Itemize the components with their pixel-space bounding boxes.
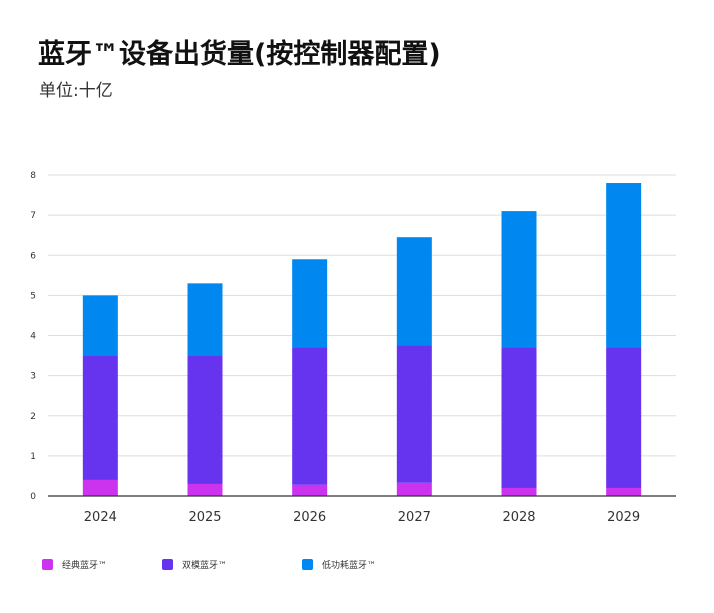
y-tick-label: 5 bbox=[30, 291, 36, 301]
y-tick-label: 7 bbox=[30, 211, 36, 221]
legend-swatch bbox=[42, 559, 53, 570]
x-tick-label: 2024 bbox=[84, 510, 117, 525]
x-tick-label: 2027 bbox=[398, 510, 431, 525]
chart-title: 蓝牙™设备出货量(按控制器配置) bbox=[38, 39, 441, 70]
y-tick-label: 0 bbox=[30, 492, 36, 502]
bar-segment bbox=[82, 295, 118, 356]
chart-subtitle: 单位:十亿 bbox=[39, 81, 113, 101]
legend-label: 低功耗蓝牙™ bbox=[322, 561, 377, 571]
bar-segment bbox=[396, 237, 432, 346]
bar-segment bbox=[606, 347, 642, 488]
bar-segment bbox=[606, 487, 642, 496]
x-tick-label: 2028 bbox=[502, 510, 535, 525]
x-tick-label: 2029 bbox=[607, 510, 640, 525]
legend-swatch bbox=[302, 559, 313, 570]
legend-item: 双模蓝牙™ bbox=[162, 558, 227, 571]
bar-segment bbox=[292, 259, 328, 348]
legend-item: 经典蓝牙™ bbox=[42, 558, 107, 571]
legend-label: 经典蓝牙™ bbox=[62, 561, 108, 571]
x-tick-label: 2025 bbox=[188, 510, 221, 525]
bar-segment bbox=[501, 211, 537, 348]
bar-segment bbox=[396, 482, 432, 496]
bar-segment bbox=[501, 347, 537, 488]
legend-item: 低功耗蓝牙™ bbox=[302, 558, 376, 571]
bar-segment bbox=[606, 183, 642, 348]
y-tick-label: 3 bbox=[30, 372, 36, 382]
bar-segment bbox=[501, 487, 537, 496]
y-tick-label: 2 bbox=[30, 412, 36, 422]
bar-segment bbox=[82, 479, 118, 496]
y-tick-label: 8 bbox=[30, 171, 36, 181]
bar-segment bbox=[292, 484, 328, 496]
x-tick-label: 2026 bbox=[293, 510, 326, 525]
bar-segment bbox=[292, 347, 328, 485]
legend-label: 双模蓝牙™ bbox=[182, 561, 228, 571]
bar-segment bbox=[187, 355, 223, 484]
y-tick-label: 6 bbox=[30, 251, 36, 261]
y-tick-label: 1 bbox=[30, 452, 36, 462]
bar-segment bbox=[82, 355, 118, 480]
bar-segment bbox=[187, 483, 223, 496]
y-tick-label: 4 bbox=[30, 332, 36, 342]
bar-segment bbox=[187, 283, 223, 356]
bar-segment bbox=[396, 345, 432, 483]
chart-legend: 经典蓝牙™ 双模蓝牙™ 低功耗蓝牙™ bbox=[0, 558, 714, 578]
legend-swatch bbox=[162, 559, 173, 570]
